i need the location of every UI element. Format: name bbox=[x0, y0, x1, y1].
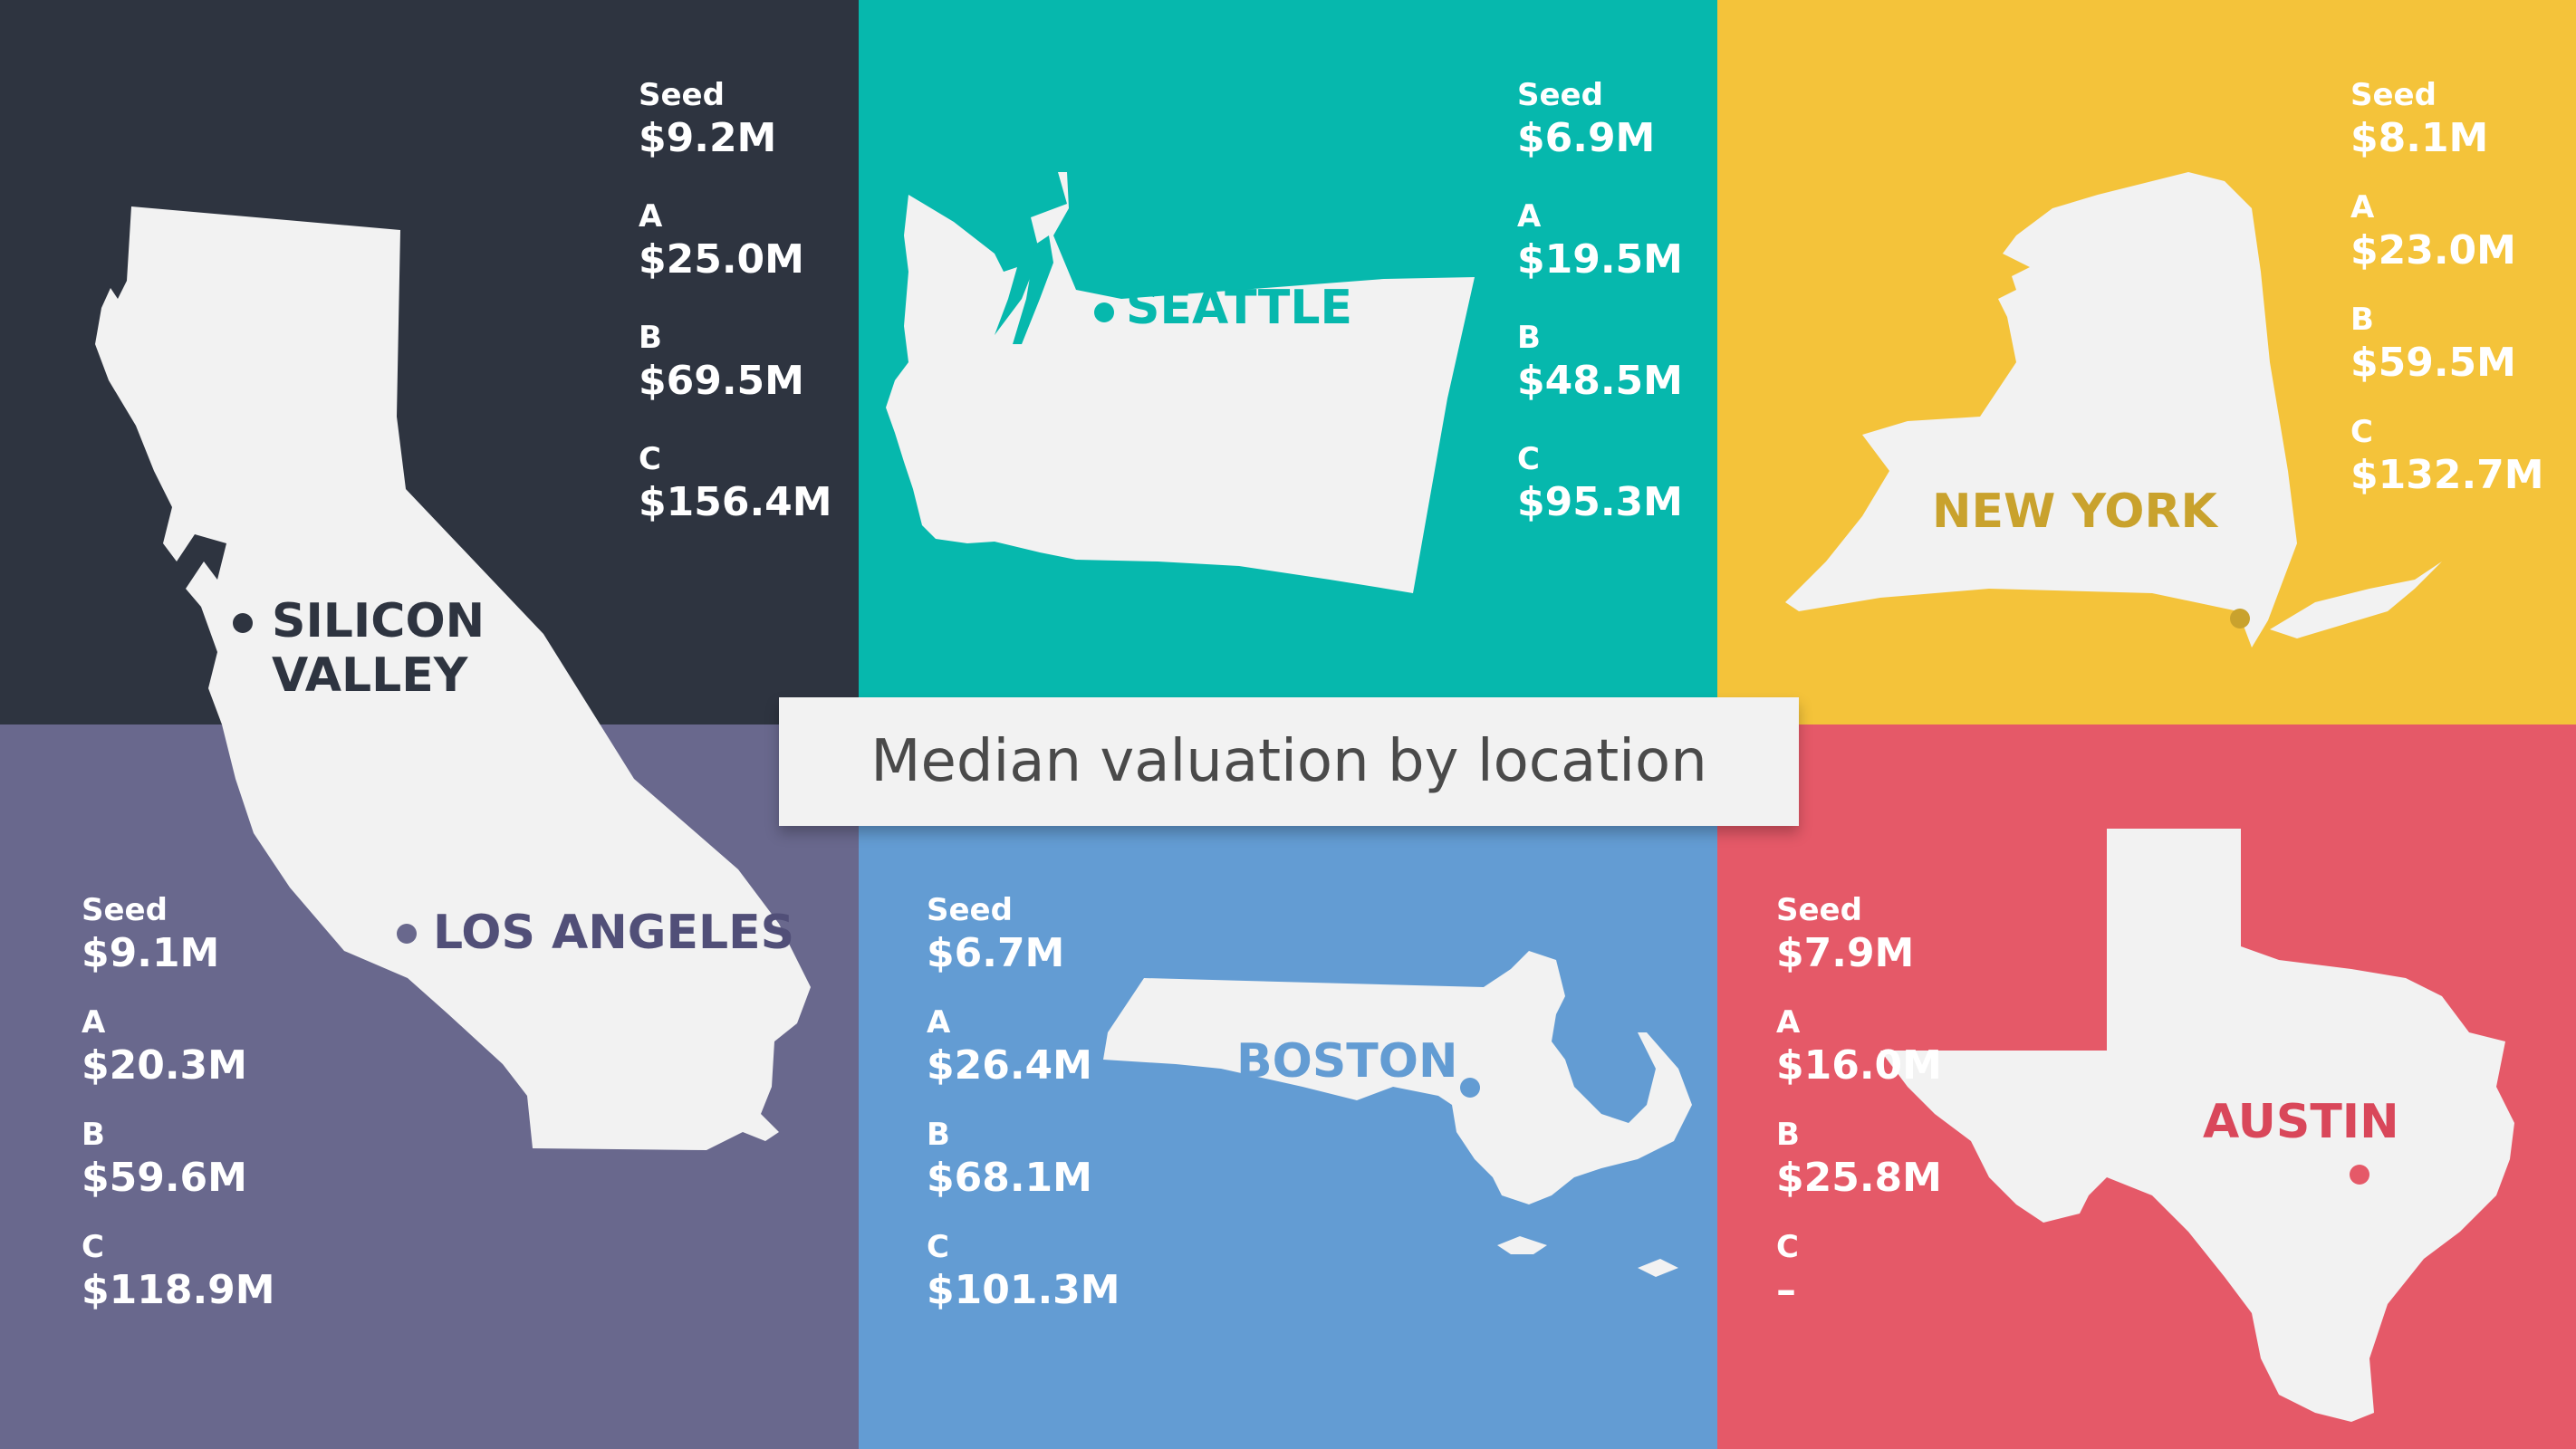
chart-title: Median valuation by location bbox=[870, 728, 1707, 795]
a-value: $16.0M bbox=[1776, 1042, 1942, 1089]
silicon-valley-dot bbox=[233, 613, 253, 633]
los-angeles-label: LOS ANGELES bbox=[433, 906, 795, 960]
stats-austin: Seed $7.9M A $16.0M B $25.8M C – bbox=[1776, 891, 1942, 1349]
c-label: C bbox=[1517, 441, 1540, 477]
c-label: C bbox=[1776, 1229, 1799, 1265]
b-label: B bbox=[1517, 320, 1541, 356]
a-label: A bbox=[1517, 198, 1542, 235]
b-value: $59.6M bbox=[82, 1155, 247, 1201]
b-label: B bbox=[82, 1117, 105, 1153]
a-label: A bbox=[639, 198, 663, 235]
b-value: $59.5M bbox=[2350, 340, 2516, 386]
silicon-valley-label-line1: SILICON bbox=[272, 594, 485, 648]
c-value: – bbox=[1776, 1267, 1796, 1313]
c-label: C bbox=[82, 1229, 104, 1265]
a-label: A bbox=[82, 1004, 106, 1041]
california-map-shape bbox=[95, 206, 811, 1150]
seed-value: $6.9M bbox=[1517, 115, 1656, 161]
seattle-label: SEATTLE bbox=[1126, 281, 1352, 335]
stats-los-angeles: Seed $9.1M A $20.3M B $59.6M C $118.9M bbox=[82, 891, 275, 1349]
washington-map-shape bbox=[886, 172, 1475, 593]
seed-value: $7.9M bbox=[1776, 930, 1915, 976]
seed-value: $9.1M bbox=[82, 930, 220, 976]
boston-label: BOSTON bbox=[1236, 1034, 1458, 1089]
seed-label: Seed bbox=[1776, 892, 1862, 928]
b-label: B bbox=[927, 1117, 950, 1153]
c-value: $132.7M bbox=[2350, 452, 2544, 498]
stats-new-york: Seed $8.1M A $23.0M B $59.5M C $132.7M bbox=[2350, 76, 2544, 534]
b-label: B bbox=[1776, 1117, 1800, 1153]
seed-value: $8.1M bbox=[2350, 115, 2489, 161]
austin-label: AUSTIN bbox=[2203, 1095, 2399, 1149]
chart-title-box: Median valuation by location bbox=[779, 697, 1799, 826]
a-value: $19.5M bbox=[1517, 236, 1683, 283]
seed-value: $6.7M bbox=[927, 930, 1065, 976]
massachusetts-map-shape bbox=[1103, 951, 1692, 1277]
c-value: $118.9M bbox=[82, 1267, 275, 1313]
b-label: B bbox=[2350, 302, 2374, 338]
c-label: C bbox=[639, 441, 661, 477]
c-label: C bbox=[2350, 414, 2373, 450]
seed-label: Seed bbox=[1517, 77, 1603, 113]
b-value: $25.8M bbox=[1776, 1155, 1942, 1201]
c-value: $95.3M bbox=[1517, 479, 1683, 525]
los-angeles-dot bbox=[397, 924, 417, 944]
silicon-valley-label-line2: VALLEY bbox=[272, 648, 468, 703]
a-label: A bbox=[927, 1004, 951, 1041]
b-value: $48.5M bbox=[1517, 358, 1683, 404]
stats-boston: Seed $6.7M A $26.4M B $68.1M C $101.3M bbox=[927, 891, 1120, 1349]
stats-seattle: Seed $6.9M A $19.5M B $48.5M C $95.3M bbox=[1517, 76, 1683, 561]
boston-dot bbox=[1460, 1078, 1480, 1098]
c-value: $101.3M bbox=[927, 1267, 1120, 1313]
b-label: B bbox=[639, 320, 662, 356]
seed-label: Seed bbox=[82, 892, 168, 928]
a-label: A bbox=[1776, 1004, 1801, 1041]
b-value: $69.5M bbox=[639, 358, 804, 404]
a-value: $23.0M bbox=[2350, 227, 2516, 273]
a-label: A bbox=[2350, 189, 2375, 226]
c-label: C bbox=[927, 1229, 949, 1265]
a-value: $20.3M bbox=[82, 1042, 247, 1089]
new-york-map-shape bbox=[1785, 172, 2442, 648]
seed-label: Seed bbox=[639, 77, 725, 113]
a-value: $25.0M bbox=[639, 236, 804, 283]
silicon-valley-label: SILICON VALLEY bbox=[272, 594, 485, 703]
new-york-label: NEW YORK bbox=[1932, 485, 2217, 539]
a-value: $26.4M bbox=[927, 1042, 1092, 1089]
seed-label: Seed bbox=[927, 892, 1013, 928]
b-value: $68.1M bbox=[927, 1155, 1092, 1201]
new-york-dot bbox=[2230, 609, 2250, 629]
stats-silicon-valley: Seed $9.2M A $25.0M B $69.5M C $156.4M bbox=[639, 76, 832, 561]
texas-map-shape bbox=[1880, 829, 2514, 1422]
seattle-dot bbox=[1094, 302, 1114, 322]
seed-label: Seed bbox=[2350, 77, 2437, 113]
austin-dot bbox=[2350, 1165, 2369, 1185]
seed-value: $9.2M bbox=[639, 115, 777, 161]
c-value: $156.4M bbox=[639, 479, 832, 525]
